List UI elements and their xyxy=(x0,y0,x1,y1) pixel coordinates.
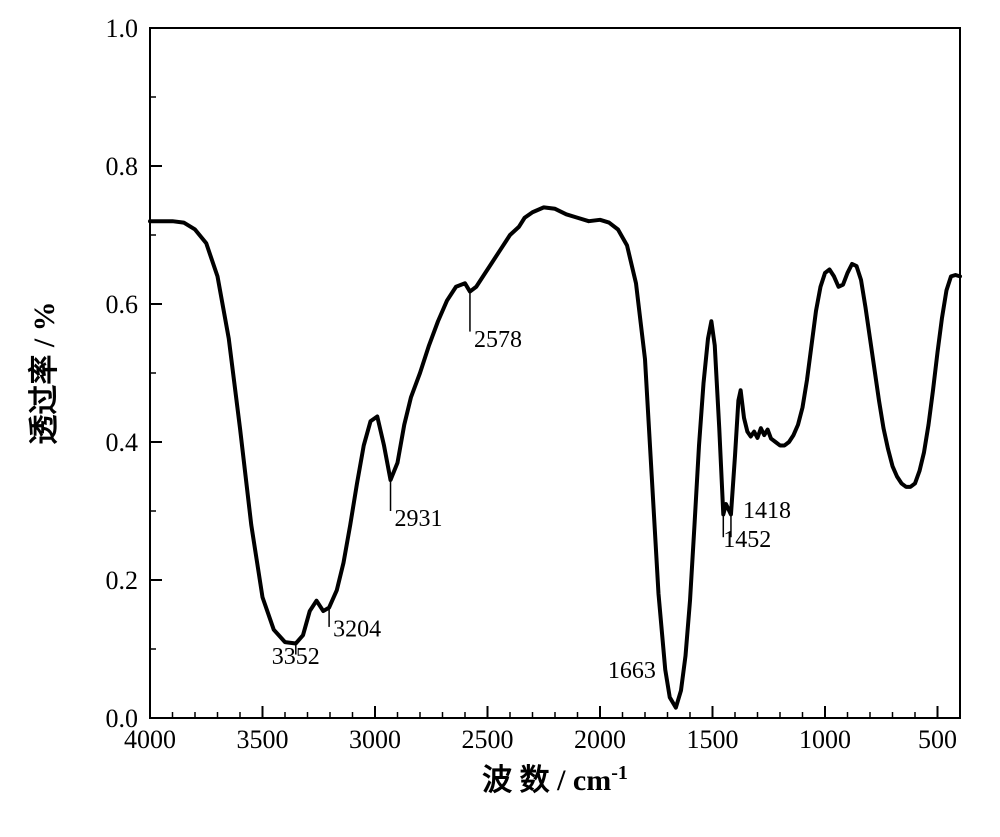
peak-label: 2578 xyxy=(474,327,522,353)
peak-label: 1663 xyxy=(608,658,656,684)
x-tick-label: 1500 xyxy=(687,725,739,754)
y-tick-label: 0.6 xyxy=(106,290,139,319)
y-tick-label: 0.8 xyxy=(106,152,139,181)
ir-spectrum-chart: 40003500300025002000150010005000.00.20.4… xyxy=(0,0,1000,837)
chart-svg: 40003500300025002000150010005000.00.20.4… xyxy=(0,0,1000,837)
y-tick-label: 0.4 xyxy=(106,428,139,457)
x-tick-label: 2500 xyxy=(462,725,514,754)
x-tick-label: 3500 xyxy=(237,725,289,754)
ir-spectrum-line xyxy=(150,207,960,707)
peak-label: 1418 xyxy=(743,498,791,524)
x-tick-label: 2000 xyxy=(574,725,626,754)
y-tick-label: 1.0 xyxy=(106,14,139,43)
x-tick-label: 1000 xyxy=(799,725,851,754)
y-tick-label: 0.2 xyxy=(106,566,139,595)
x-axis-title: 波 数 / cm-1 xyxy=(482,762,628,797)
peak-label: 3352 xyxy=(272,644,320,670)
peak-label: 3204 xyxy=(333,617,381,643)
y-axis-title: 透过率 / % xyxy=(28,301,61,444)
x-tick-label: 3000 xyxy=(349,725,401,754)
x-tick-label: 500 xyxy=(918,725,957,754)
plot-border xyxy=(150,28,960,718)
peak-label: 2931 xyxy=(395,506,443,532)
y-tick-label: 0.0 xyxy=(106,704,139,733)
